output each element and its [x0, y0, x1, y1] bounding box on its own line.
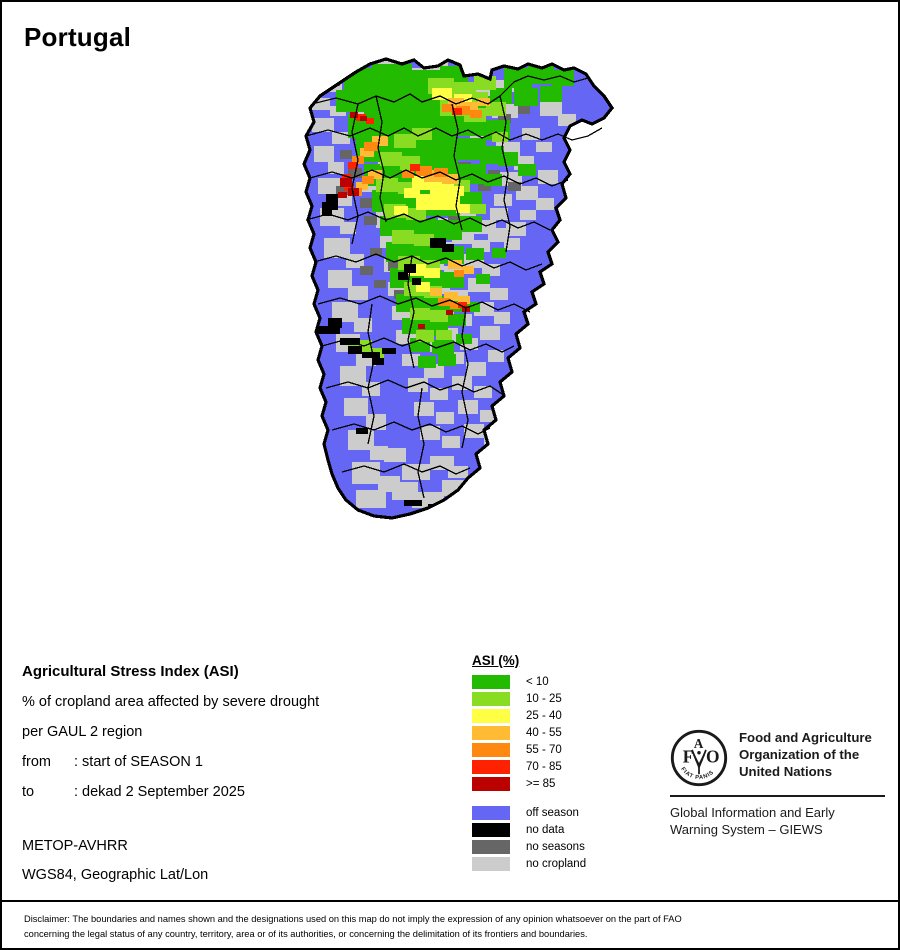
legend-row[interactable]: no cropland — [472, 855, 662, 872]
legend-row[interactable]: 70 - 85 — [472, 758, 662, 775]
country-boundary — [302, 57, 614, 520]
fao-logo-icon: F A O FIAT PANIS — [670, 729, 728, 787]
giews-line2: Warning System – GIEWS — [670, 822, 823, 837]
fao-branding: F A O FIAT PANIS — [670, 729, 885, 838]
legend-row[interactable]: < 10 — [472, 673, 662, 690]
map-info-block: Agricultural Stress Index (ASI) % of cro… — [22, 657, 442, 807]
legend-label: 40 - 55 — [526, 726, 562, 739]
legend-label: 70 - 85 — [526, 760, 562, 773]
info-from-label: from — [22, 754, 51, 770]
legend-class-list: < 10 10 - 25 25 - 40 40 - 55 55 - 70 70 … — [472, 673, 662, 792]
fao-org-line1: Food and Agriculture — [739, 730, 872, 745]
disclaimer-divider — [2, 900, 898, 902]
legend-swatch — [472, 805, 510, 820]
info-heading: Agricultural Stress Index (ASI) — [22, 663, 239, 680]
legend-row[interactable]: no seasons — [472, 838, 662, 855]
legend-label: 10 - 25 — [526, 692, 562, 705]
legend-label: no cropland — [526, 857, 587, 870]
legend-row[interactable]: off season — [472, 804, 662, 821]
fao-org-line2: Organization of the — [739, 747, 860, 762]
legend-swatch — [472, 708, 510, 723]
page-title: Portugal — [24, 22, 132, 52]
fao-divider — [670, 795, 885, 797]
legend-swatch — [472, 856, 510, 871]
info-subtitle: % of cropland area affected by severe dr… — [22, 694, 320, 710]
legend-swatch — [472, 691, 510, 706]
map-legend: ASI (%) < 10 10 - 25 25 - 40 40 - 55 55 … — [472, 652, 662, 872]
legend-label: 25 - 40 — [526, 709, 562, 722]
legend-status-list: off season no data no seasons no croplan… — [472, 804, 662, 872]
map-tech-block: METOP-AVHRR WGS84, Geographic Lat/Lon — [22, 832, 208, 890]
info-to-row: to : dekad 2 September 2025 — [22, 777, 442, 807]
fao-org-line3: United Nations — [739, 764, 833, 779]
legend-swatch — [472, 742, 510, 757]
info-sensor: METOP-AVHRR — [22, 838, 128, 854]
legend-label: 55 - 70 — [526, 743, 562, 756]
legend-swatch — [472, 839, 510, 854]
info-from-value: : start of SEASON 1 — [74, 754, 203, 770]
legend-label: < 10 — [526, 675, 549, 688]
giews-line1: Global Information and Early — [670, 805, 835, 820]
map-graphic[interactable] — [252, 52, 662, 632]
legend-title: ASI (%) — [472, 653, 520, 668]
legend-row[interactable]: 40 - 55 — [472, 724, 662, 741]
info-projection: WGS84, Geographic Lat/Lon — [22, 867, 209, 883]
legend-row[interactable]: 10 - 25 — [472, 690, 662, 707]
legend-row[interactable]: no data — [472, 821, 662, 838]
legend-swatch — [472, 822, 510, 837]
legend-row[interactable]: >= 85 — [472, 775, 662, 792]
legend-label: no data — [526, 823, 565, 836]
legend-row[interactable]: 55 - 70 — [472, 741, 662, 758]
legend-row[interactable]: 25 - 40 — [472, 707, 662, 724]
legend-swatch — [472, 674, 510, 689]
svg-text:F: F — [683, 747, 694, 767]
legend-label: off season — [526, 806, 579, 819]
svg-text:O: O — [706, 747, 720, 767]
svg-text:A: A — [694, 736, 704, 751]
info-from-row: from : start of SEASON 1 — [22, 747, 442, 777]
info-aggregation: per GAUL 2 region — [22, 724, 143, 740]
disclaimer-line2: concerning the legal status of any count… — [24, 929, 588, 939]
info-to-value: : dekad 2 September 2025 — [74, 784, 245, 800]
disclaimer-line1: Disclaimer: The boundaries and names sho… — [24, 914, 682, 924]
legend-divider — [472, 792, 662, 804]
legend-label: no seasons — [526, 840, 585, 853]
disclaimer-text: Disclaimer: The boundaries and names sho… — [24, 912, 874, 942]
admin-boundaries — [305, 75, 603, 499]
info-to-label: to — [22, 784, 35, 800]
fao-organization-name: Food and Agriculture Organization of the… — [739, 729, 872, 780]
legend-swatch — [472, 725, 510, 740]
legend-label: >= 85 — [526, 777, 556, 790]
legend-swatch — [472, 759, 510, 774]
legend-swatch — [472, 776, 510, 791]
giews-system-name: Global Information and Early Warning Sys… — [670, 804, 885, 838]
